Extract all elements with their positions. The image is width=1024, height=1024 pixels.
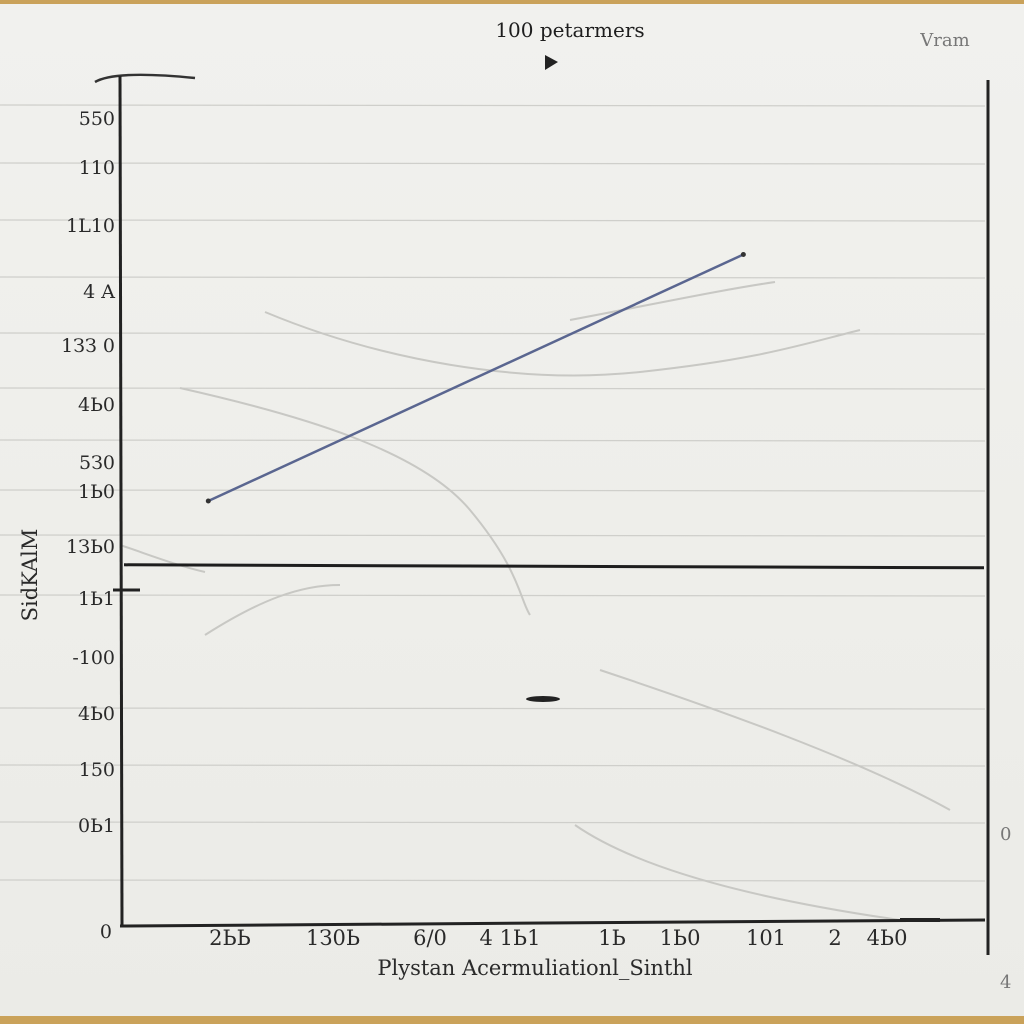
x-tick-label: 1Ь bbox=[598, 926, 626, 950]
grid-line bbox=[0, 534, 986, 537]
y-tick-label: 4 A bbox=[83, 281, 115, 303]
x-tick-labels: 2ЬЬ 1З0Ь 6/0 4 1Ь1 1Ь 1Ь0 101 2 4Ь0 bbox=[209, 926, 907, 950]
right-label: 0 bbox=[1000, 824, 1011, 845]
grid-line bbox=[0, 387, 986, 390]
paper-sheet bbox=[0, 4, 1024, 1016]
pencil-trace bbox=[569, 281, 776, 321]
grid-line bbox=[0, 219, 986, 222]
pencil-trace bbox=[204, 584, 341, 636]
series-line bbox=[207, 253, 744, 503]
grid-line bbox=[0, 276, 986, 279]
y-tick-label: -100 bbox=[72, 647, 115, 669]
chart-title: 100 petarmers bbox=[495, 18, 644, 42]
y-tick-label: 4Ь0 bbox=[78, 703, 115, 725]
x-tick-label: 1З0Ь bbox=[306, 926, 360, 950]
y-tick-label: 150 bbox=[79, 759, 115, 781]
series-point bbox=[740, 252, 746, 257]
grid-line bbox=[0, 162, 986, 165]
pencil-trace bbox=[574, 824, 901, 921]
grid-line bbox=[0, 489, 986, 492]
axis-top-cap bbox=[94, 73, 196, 84]
grid-line bbox=[0, 879, 986, 882]
grid-line bbox=[0, 707, 986, 710]
y-axis bbox=[118, 75, 124, 927]
pencil-trace bbox=[599, 669, 951, 811]
y-tick-label: 0 bbox=[100, 921, 112, 943]
x-tick-label: 2 bbox=[828, 926, 841, 950]
faint-pencil-traces bbox=[119, 281, 951, 921]
y-tick-label: 1Ь1 bbox=[78, 588, 115, 610]
y-tick-label: 1Ь0 bbox=[78, 481, 115, 503]
x-tick-label: 4Ь0 bbox=[867, 926, 908, 950]
grid-line bbox=[0, 821, 986, 824]
y-tick-label: 1ЗЬ0 bbox=[66, 536, 115, 558]
y-tick-label: 0Ь1 bbox=[78, 815, 115, 837]
right-label: 4 bbox=[1000, 972, 1011, 993]
series-point bbox=[205, 498, 211, 504]
y-tick-label: 4Ь0 bbox=[78, 394, 115, 416]
pencil-trace bbox=[264, 311, 861, 377]
grid-line bbox=[0, 439, 986, 442]
x-axis-label: Plystan Acermuliationl_Sinthl bbox=[377, 956, 693, 980]
x-axis bbox=[119, 918, 986, 928]
baseline-line bbox=[123, 563, 985, 570]
grid-lines bbox=[0, 104, 986, 882]
title-arrow-marker bbox=[545, 55, 558, 70]
grid-line bbox=[0, 594, 986, 597]
y-tick-label: 110 bbox=[79, 157, 115, 179]
corner-label: Vram bbox=[919, 30, 969, 51]
x-tick-label: 1Ь0 bbox=[660, 926, 701, 950]
ink-mark bbox=[526, 696, 560, 702]
pencil-trace bbox=[119, 544, 206, 573]
x-tick-label: 6/0 bbox=[413, 926, 447, 950]
pencil-trace bbox=[179, 387, 531, 616]
grid-line bbox=[0, 332, 986, 335]
y-tick-label: 5З0 bbox=[79, 452, 115, 474]
grid-line bbox=[0, 104, 986, 107]
x-tick-label: 2ЬЬ bbox=[209, 926, 251, 950]
y-tick-label: 550 bbox=[79, 108, 115, 130]
y-tick-label: 1ЗЗ 0 bbox=[61, 335, 115, 357]
y-tick-labels: 550 110 1L10 4 A 1ЗЗ 0 4Ь0 5З0 1Ь0 1ЗЬ0 1Ь1 -100 4Ь… bbox=[61, 108, 115, 943]
y-axis-label: SidKAlM bbox=[18, 529, 42, 622]
x-tick-label: 4 1Ь1 bbox=[480, 926, 541, 950]
grid-line bbox=[0, 764, 986, 767]
y-tick-label: 1L10 bbox=[66, 215, 115, 237]
x-tick-label: 101 bbox=[746, 926, 786, 950]
